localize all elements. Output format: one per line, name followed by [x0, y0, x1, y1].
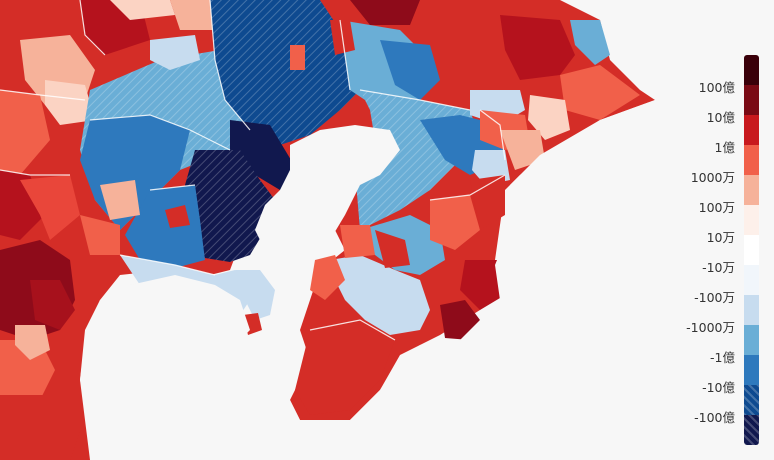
region-w-2[interactable] [45, 80, 95, 125]
sagami-bay [80, 275, 300, 460]
legend-swatch [744, 205, 759, 235]
region-w-3[interactable] [0, 90, 50, 175]
region-sw-2[interactable] [0, 395, 80, 460]
legend-swatch [744, 265, 759, 295]
legend-label: -100万 [694, 289, 735, 305]
legend-swatch [744, 355, 759, 385]
legend-row: -1000万 [686, 311, 741, 341]
legend-label: 10億 [706, 109, 735, 125]
pacific-ocean [300, 100, 774, 460]
region-ne-blue[interactable] [570, 20, 610, 65]
region-w-kanagawa-3[interactable] [165, 205, 190, 228]
region-miura[interactable] [235, 270, 275, 320]
legend-swatch [744, 385, 759, 415]
legend-row: 100万 [699, 191, 741, 221]
tokyo-bay [255, 125, 400, 275]
region-nw-blue[interactable] [150, 35, 200, 70]
region-sw-3[interactable] [15, 325, 50, 360]
legend-row: -10億 [702, 371, 741, 401]
legend-label: -1億 [710, 349, 735, 365]
legend-swatch [744, 295, 759, 325]
region-sw-1[interactable] [0, 340, 55, 400]
region-coast-3[interactable] [460, 260, 505, 310]
region-ichihara[interactable] [375, 230, 410, 268]
region-boso-west[interactable] [310, 255, 345, 300]
region-w-5[interactable] [20, 175, 80, 240]
legend-swatch [744, 415, 759, 445]
region-yokohama-hatch [185, 150, 275, 262]
legend-swatch [744, 145, 759, 175]
region-e-4[interactable] [500, 130, 545, 170]
region-chiba-south[interactable] [330, 255, 430, 335]
region-tokyo-north-red[interactable] [290, 45, 305, 70]
legend-label: 100万 [698, 199, 735, 215]
legend-row: 1000万 [691, 161, 741, 191]
legend-label: 1000万 [690, 169, 735, 185]
region-w-kanagawa-2[interactable] [80, 215, 120, 255]
east-regions [80, 0, 640, 415]
boundaries [0, 0, 506, 341]
legend-label: -100億 [694, 409, 735, 425]
region-e-1[interactable] [560, 65, 640, 120]
region-w-kanagawa-1[interactable] [100, 180, 140, 220]
region-shinjuku[interactable] [230, 120, 300, 190]
legend-label: -10億 [702, 379, 735, 395]
legend-row: 10万 [707, 221, 741, 251]
legend-swatch [744, 55, 759, 85]
legend-swatch [744, 85, 759, 115]
legend-label: 10万 [706, 229, 735, 245]
legend-row: -1億 [710, 341, 741, 371]
legend-row: -10万 [702, 251, 741, 281]
region-coast-1[interactable] [430, 195, 480, 250]
legend-row: 100億 [699, 71, 741, 101]
legend-row: 10億 [707, 101, 741, 131]
legend-swatch [744, 325, 759, 355]
legend-swatch [744, 175, 759, 205]
legend-swatch [744, 115, 759, 145]
region-w-8[interactable] [170, 0, 220, 30]
legend-label: -1000万 [686, 319, 735, 335]
region-tokyo-center-hatch [210, 0, 360, 145]
region-ne-dark[interactable] [350, 0, 420, 25]
legend-row: 1億 [715, 131, 741, 161]
region-coast-2[interactable] [470, 175, 505, 230]
legend-label: 100億 [698, 79, 735, 95]
region-kimitsu[interactable] [340, 225, 375, 258]
region-e-2[interactable] [528, 95, 570, 140]
region-w-7[interactable] [110, 0, 175, 20]
legend-row: -100万 [694, 281, 741, 311]
legend-swatch [744, 235, 759, 265]
region-boso-south[interactable] [295, 320, 395, 415]
region-ne-red[interactable] [500, 15, 575, 80]
legend-label: 1億 [714, 139, 735, 155]
legend-row: -100億 [694, 401, 741, 431]
legend-label: -10万 [702, 259, 735, 275]
region-odawara[interactable] [30, 280, 75, 330]
region-north-blue-2[interactable] [380, 40, 440, 100]
